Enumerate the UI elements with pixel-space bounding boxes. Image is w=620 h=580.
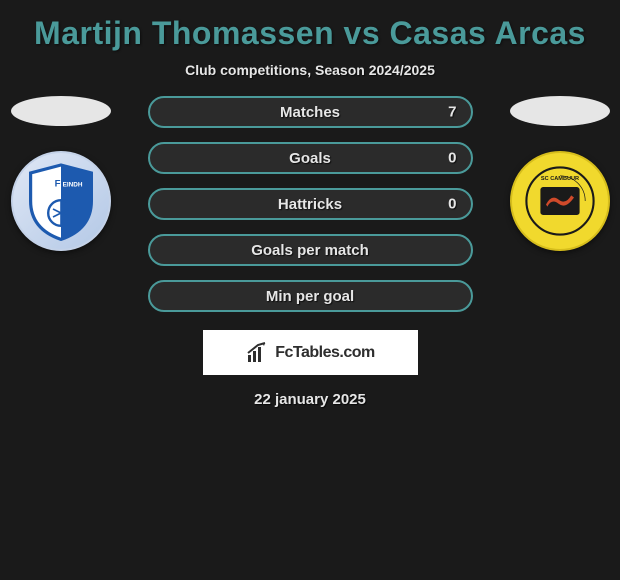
left-side: FC EINDH (8, 96, 113, 251)
logo-text: FcTables.com (275, 344, 375, 362)
player-ellipse-left (11, 96, 111, 126)
date-text: 22 january 2025 (254, 391, 366, 408)
right-side: SC CAMBUUR (507, 96, 612, 251)
chart-icon (245, 341, 269, 365)
main-row: FC EINDH Matches 7 Goals 0 Hattricks 0 G… (0, 96, 620, 312)
page-title: Martijn Thomassen vs Casas Arcas (34, 15, 586, 52)
svg-text:EINDH: EINDH (62, 182, 82, 189)
comparison-card: Martijn Thomassen vs Casas Arcas Club co… (0, 0, 620, 418)
stat-label: Matches (280, 104, 340, 121)
stat-label: Goals (289, 150, 331, 167)
stat-row-matches: Matches 7 (148, 96, 473, 128)
sc-cambuur-icon: SC CAMBUUR (525, 166, 595, 236)
svg-text:SC CAMBUUR: SC CAMBUUR (540, 176, 578, 182)
stat-row-goals: Goals 0 (148, 142, 473, 174)
stat-label: Hattricks (278, 196, 342, 213)
stat-value-right: 0 (448, 150, 456, 167)
stat-row-hattricks: Hattricks 0 (148, 188, 473, 220)
subtitle: Club competitions, Season 2024/2025 (185, 62, 435, 78)
stat-label: Min per goal (266, 288, 354, 305)
stats-column: Matches 7 Goals 0 Hattricks 0 Goals per … (138, 96, 483, 312)
stat-value-right: 7 (448, 104, 456, 121)
stat-row-goals-per-match: Goals per match (148, 234, 473, 266)
fctables-logo[interactable]: FcTables.com (203, 330, 418, 375)
stat-row-min-per-goal: Min per goal (148, 280, 473, 312)
stat-label: Goals per match (251, 242, 369, 259)
club-badge-left[interactable]: FC EINDH (11, 151, 111, 251)
player-ellipse-right (510, 96, 610, 126)
fc-eindhoven-icon: FC EINDH (21, 161, 101, 241)
stat-value-right: 0 (448, 196, 456, 213)
club-badge-right[interactable]: SC CAMBUUR (510, 151, 610, 251)
